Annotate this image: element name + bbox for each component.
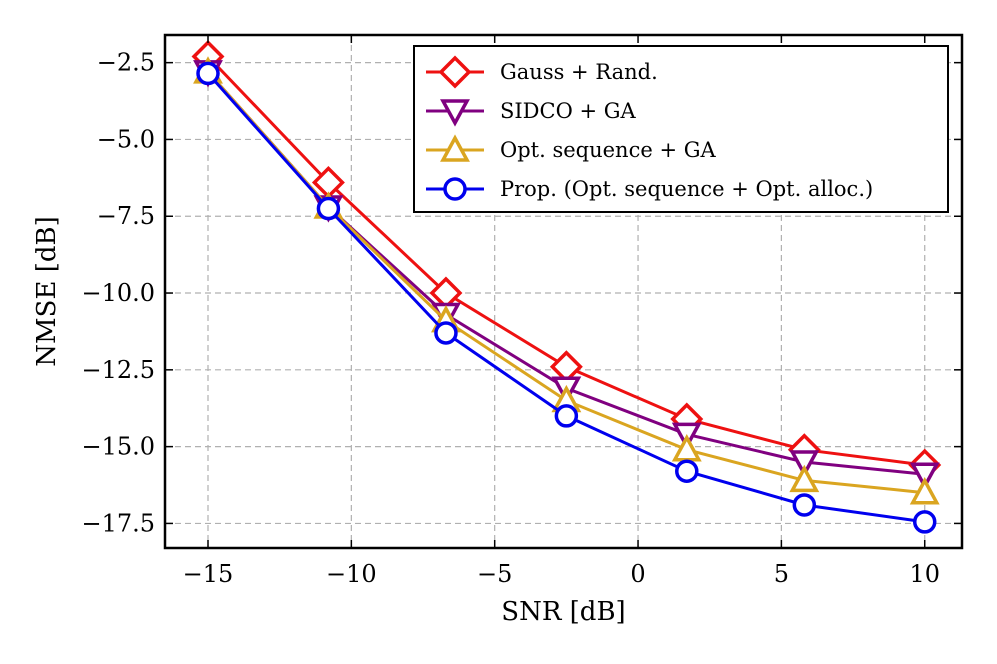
legend-item: SIDCO + GA [426,99,637,127]
x-tick-label: 0 [630,560,645,588]
plot-series [191,40,942,534]
legend-label: Gauss + Rand. [500,60,658,84]
legend-item: Gauss + Rand. [426,55,658,89]
y-tick-label: −10.0 [81,279,155,307]
data-point [909,477,940,505]
data-point [789,450,820,478]
series-4 [196,61,937,534]
plot-frame [163,33,964,550]
x-axis-label: SNR [dB] [501,597,625,627]
y-tick-label: −17.5 [81,509,155,537]
data-point [909,462,940,490]
data-point [316,196,341,221]
legend-label: Prop. (Opt. sequence + Opt. alloc.) [500,177,873,201]
legend-marker [438,55,472,89]
y-tick-label: −15.0 [81,433,155,461]
legend-marker [440,134,470,162]
data-point [792,493,817,517]
data-point [789,464,820,493]
x-tick-label: 10 [909,560,940,588]
data-point [671,434,702,462]
y-tick-label: −7.5 [97,202,155,230]
legend-marker [443,177,467,201]
data-point [196,61,220,86]
x-tick-label: −15 [183,560,234,588]
legend: Gauss + Rand. SIDCO + GA Opt. sequence + G… [413,45,949,213]
legend-item: Opt. sequence + GA [426,134,716,162]
x-tick-label: −10 [326,560,377,588]
axis-ticks: −15 −10 −5 0 5 10 −2.5 −5.0 −7.5 −10.0 −12.5 −15.0 −… [81,35,962,588]
data-point [434,321,458,345]
data-point [554,404,579,428]
y-tick-label: −12.5 [81,356,155,384]
legend-marker [440,99,470,127]
data-point [912,510,937,534]
y-tick-label: −5.0 [97,125,155,153]
data-point [675,459,699,483]
legend-label: Opt. sequence + GA [500,138,716,162]
legend-label: SIDCO + GA [500,99,637,123]
legend-item: Prop. (Opt. sequence + Opt. alloc.) [426,177,873,201]
y-tick-label: −2.5 [97,49,155,77]
legend-box [413,45,949,213]
y-axis-label: NMSE [dB] [32,216,62,366]
x-tick-label: −5 [477,560,512,588]
x-tick-label: 5 [774,560,789,588]
